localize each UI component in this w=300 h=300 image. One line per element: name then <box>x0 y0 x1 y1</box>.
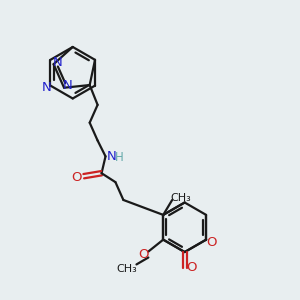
Text: N: N <box>63 79 73 92</box>
Text: N: N <box>106 150 116 163</box>
Text: CH₃: CH₃ <box>116 264 137 274</box>
Text: N: N <box>42 81 51 94</box>
Text: H: H <box>115 151 124 164</box>
Text: O: O <box>206 236 216 249</box>
Text: CH₃: CH₃ <box>171 193 191 203</box>
Text: O: O <box>71 171 82 184</box>
Text: N: N <box>53 56 62 69</box>
Text: O: O <box>186 261 197 274</box>
Text: O: O <box>138 248 149 261</box>
